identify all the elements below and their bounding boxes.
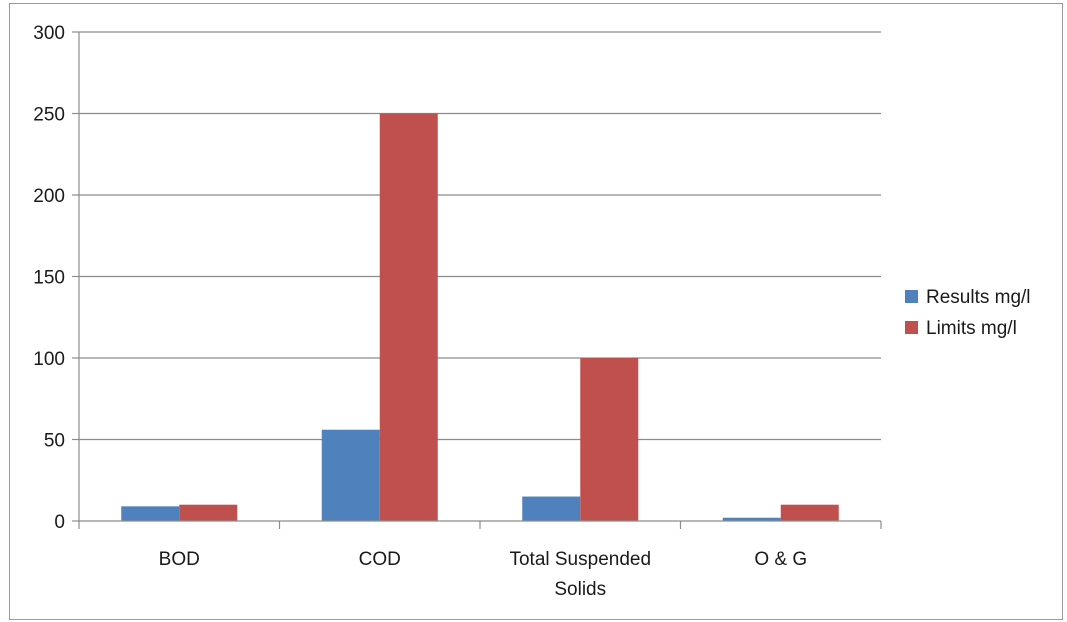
bar-results-1 [321,429,380,521]
bar-results-3 [722,517,781,521]
y-tick-label: 150 [33,268,65,289]
x-category-label: Total Suspended [509,549,651,570]
bar-limits-1 [379,113,438,521]
axes [78,32,882,529]
x-category-label: COD [359,549,401,570]
bars [121,113,839,521]
bar-results-2 [522,496,581,521]
gridlines [79,31,881,441]
y-tick-label: 200 [33,186,65,207]
y-tick-label: 250 [33,105,65,126]
x-axis-category-labels: BOD COD Total Suspended Solids O & G [159,549,807,600]
x-category-label: Solids [554,579,606,600]
legend: Results mg/l Limits mg/l [905,287,1031,339]
y-tick-label: 300 [33,23,65,44]
bar-limits-0 [179,504,238,521]
x-category-label: O & G [754,549,807,570]
legend-label-results: Results mg/l [926,287,1031,308]
bar-limits-3 [780,504,839,521]
y-tick-label: 50 [44,431,65,452]
x-category-label: BOD [159,549,200,570]
y-tick-label: 100 [33,349,65,370]
legend-swatch-results [905,290,918,303]
y-axis-tick-labels: 0 50 100 150 200 250 300 [33,23,79,533]
legend-label-limits: Limits mg/l [926,318,1017,339]
bar-results-0 [121,506,180,521]
legend-swatch-limits [905,321,918,334]
y-tick-label: 0 [54,512,65,533]
bar-limits-2 [580,358,639,521]
